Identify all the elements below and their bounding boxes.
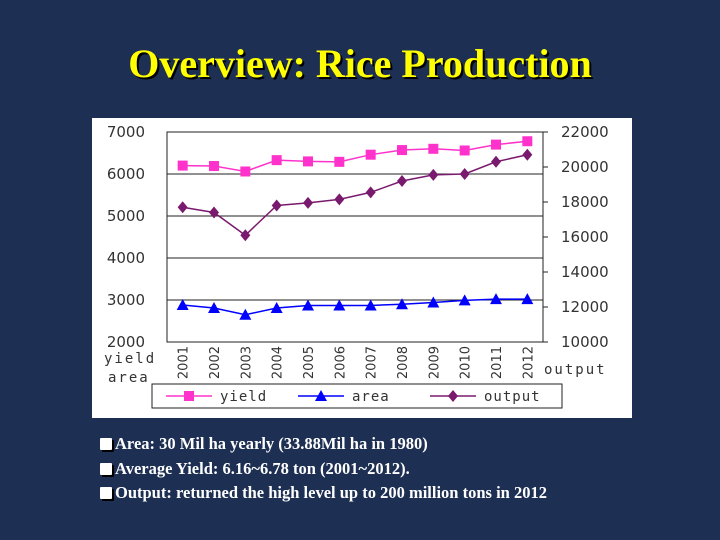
area-point	[176, 299, 189, 311]
series-yield	[177, 136, 533, 177]
bullet-item-yield: Average Yield: 6.16~6.78 ton (2001~2012)…	[100, 457, 710, 482]
left-axis-ticks: 7000 6000 5000 4000 3000 2000	[107, 123, 145, 351]
legend-marker-output	[448, 390, 458, 402]
right-tick-label: 14000	[561, 263, 609, 281]
yield-point	[177, 160, 188, 171]
output-point	[365, 186, 376, 199]
x-tick-label: 2008	[396, 346, 411, 379]
area-line	[182, 298, 528, 316]
series-area	[176, 293, 534, 320]
left-axis-label-line2: area	[108, 370, 150, 386]
left-tick-label: 7000	[107, 123, 145, 141]
right-axis-label: output	[544, 362, 607, 378]
output-point	[428, 168, 439, 181]
slide-title: Overview: Rice Production	[128, 41, 592, 86]
yield-point	[428, 143, 439, 154]
right-tick-label: 22000	[561, 123, 609, 141]
area-point	[302, 299, 314, 311]
chart-figure: 7000 6000 5000 4000 3000 2000 22000 20000 18000…	[92, 118, 632, 418]
output-point	[491, 155, 501, 168]
area-point	[333, 299, 346, 311]
yield-point	[303, 156, 313, 167]
yield-point	[240, 166, 251, 177]
x-tick-label: 2012	[521, 346, 536, 379]
output-point	[303, 196, 313, 209]
output-point	[240, 229, 251, 242]
output-point	[334, 193, 345, 206]
area-point	[270, 301, 283, 313]
yield-point	[459, 145, 470, 156]
checkbox-bullet-icon	[100, 487, 112, 499]
yield-point	[271, 155, 282, 166]
output-point	[522, 148, 533, 161]
yield-point	[491, 139, 501, 150]
chart-svg: 7000 6000 5000 4000 3000 2000 22000 20000 18000…	[104, 123, 609, 409]
output-point	[459, 168, 470, 180]
legend-label-output: output	[484, 389, 541, 405]
right-tick-label: 18000	[561, 193, 609, 211]
checkbox-bullet-icon	[100, 462, 112, 475]
legend-label-area: area	[352, 389, 390, 405]
x-tick-label: 2009	[427, 346, 442, 379]
output-point	[209, 206, 219, 219]
yield-point	[397, 145, 407, 156]
yield-point	[522, 136, 533, 147]
series-output	[177, 148, 533, 242]
bullet-item-output: Output: returned the high level up to 20…	[100, 481, 710, 506]
right-tick-label: 10000	[561, 333, 609, 351]
area-point	[521, 293, 534, 305]
area-point	[364, 299, 377, 311]
legend-marker-yield	[184, 391, 194, 401]
left-tick-label: 4000	[107, 249, 145, 267]
grid-lines	[167, 173, 543, 301]
right-tick-label: 20000	[561, 158, 609, 176]
chart-legend: yield area output	[151, 383, 563, 409]
output-line	[182, 154, 528, 237]
legend-label-yield: yield	[220, 389, 267, 405]
left-tick-label: 2000	[107, 333, 145, 351]
right-tick-label: 16000	[561, 228, 609, 246]
x-tick-label: 2004	[271, 346, 286, 379]
legend-box	[151, 383, 563, 409]
x-tick-label: 2006	[333, 346, 348, 379]
output-point	[397, 175, 407, 187]
left-tick-label: 3000	[107, 291, 145, 309]
yield-line	[182, 140, 528, 173]
yield-point	[365, 149, 376, 160]
output-point	[177, 201, 188, 214]
x-axis-ticks: 2001 2002 2003 2004 2005 2006 2007 2008 2009 2010…	[177, 346, 537, 379]
area-point	[239, 308, 252, 320]
right-axis-ticks: 22000 20000 18000 16000 14000 12000 10000	[543, 123, 609, 351]
legend-marker-area	[315, 390, 327, 401]
area-point	[427, 296, 440, 308]
left-tick-label: 6000	[107, 165, 145, 183]
x-tick-label: 2005	[302, 346, 317, 379]
area-point	[396, 298, 408, 310]
left-tick-label: 5000	[107, 207, 145, 225]
x-tick-label: 2003	[239, 346, 254, 379]
series-layer	[176, 136, 534, 320]
checkbox-bullet-icon	[100, 438, 112, 450]
yield-point	[334, 156, 345, 167]
x-tick-label: 2010	[459, 346, 474, 379]
yield-point	[209, 161, 219, 172]
right-tick-label: 12000	[561, 298, 609, 316]
x-tick-label: 2002	[208, 346, 223, 379]
x-tick-label: 2001	[177, 346, 192, 379]
area-point	[208, 301, 220, 313]
x-tick-label: 2011	[490, 346, 505, 379]
area-point	[458, 294, 471, 306]
bullet-list: Area: 30 Mil ha yearly (33.88Mil ha in 1…	[100, 432, 710, 506]
area-point	[490, 293, 502, 305]
bullet-item-area: Area: 30 Mil ha yearly (33.88Mil ha in 1…	[100, 432, 710, 457]
x-tick-label: 2007	[365, 346, 380, 379]
output-point	[271, 199, 282, 212]
left-axis-label-line1: yield	[104, 351, 156, 367]
